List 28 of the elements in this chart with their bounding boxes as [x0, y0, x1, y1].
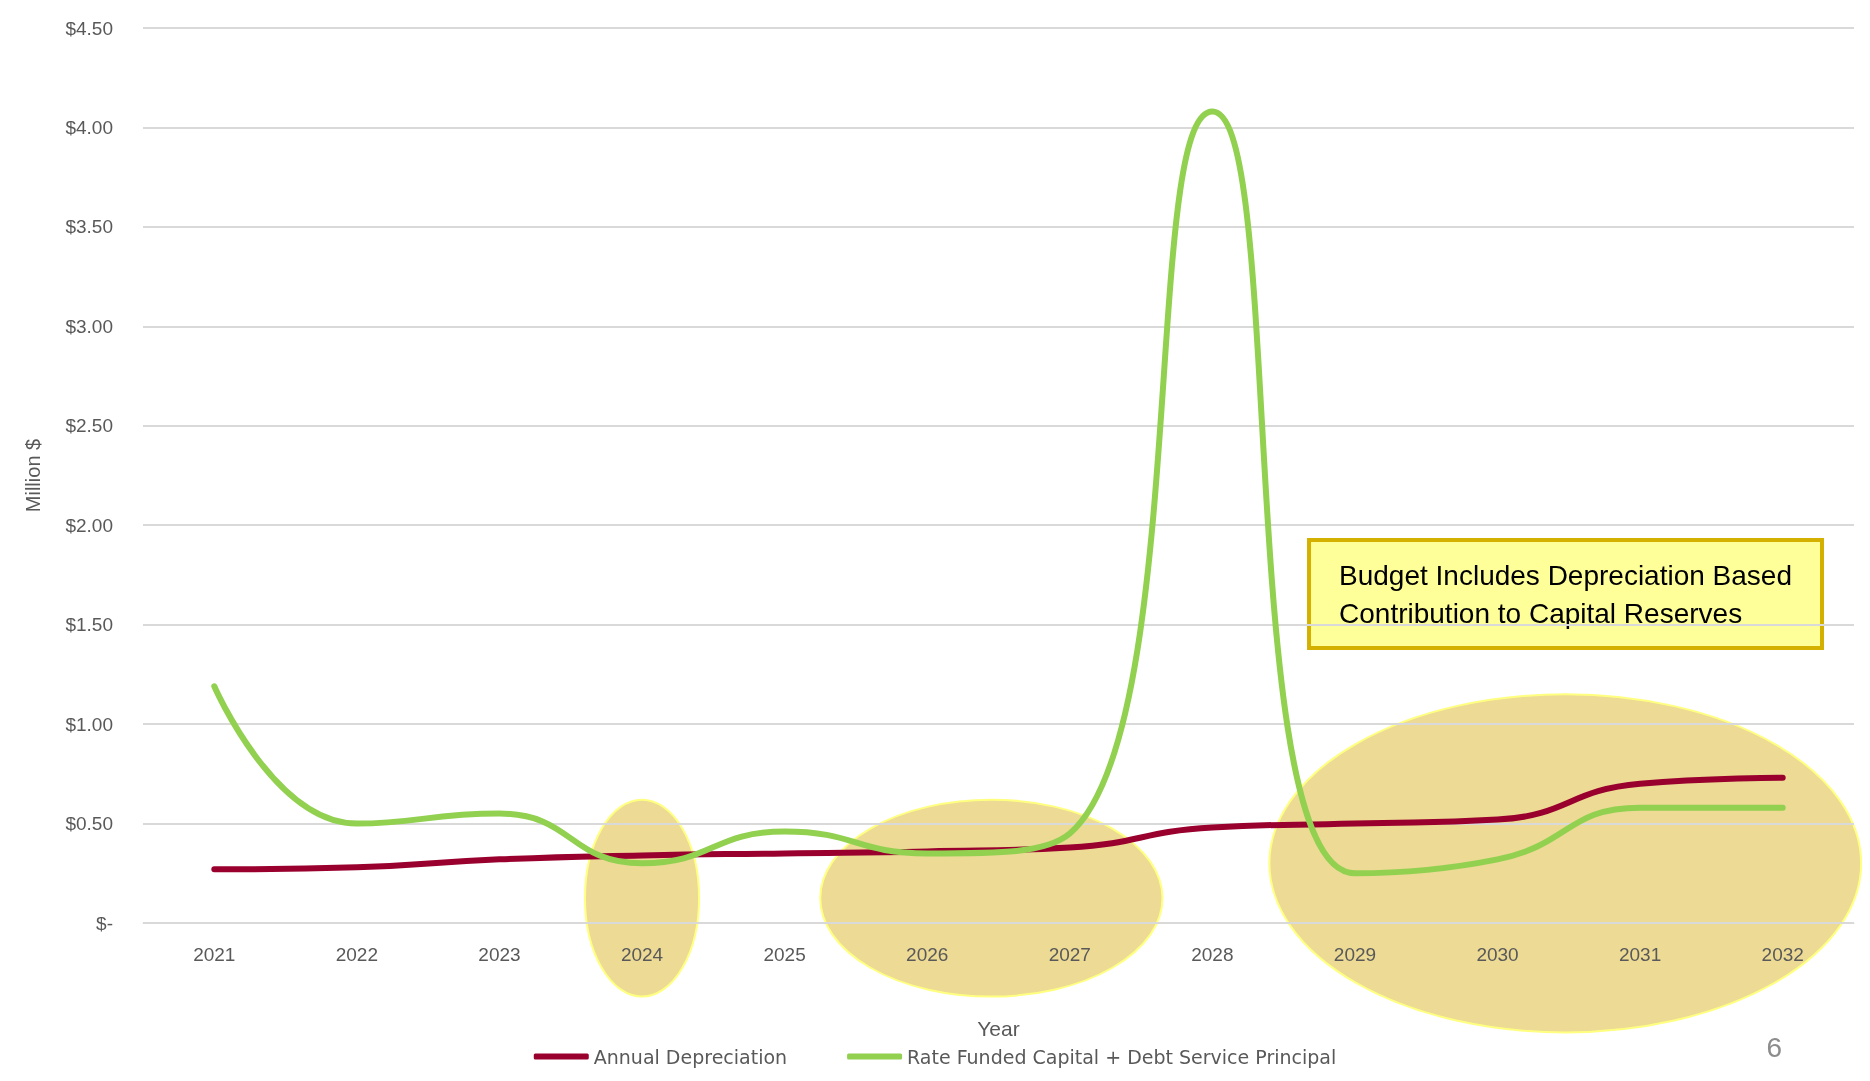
x-tick-label: 2029: [1333, 944, 1377, 965]
x-tick-label: 2028: [1191, 944, 1234, 965]
annotation: Budget Includes Depreciation Based Contribution to Capital Reserves: [1339, 559, 1793, 629]
legend-label: Rate Funded Capital + Debt Service Principal: [907, 1045, 1337, 1068]
x-tick-label: 2031: [1618, 944, 1662, 965]
y-tick-label: $1.50: [65, 614, 113, 636]
x-tick-label: 2027: [1048, 944, 1091, 965]
x-tick-label: 2021: [193, 944, 236, 965]
y-tick-label: $4.00: [65, 116, 113, 138]
x-tick-label: 2023: [478, 944, 521, 965]
x-tick-label: 2032: [1761, 944, 1804, 965]
x-tick-label: 2026: [906, 944, 949, 965]
y-tick-label: $3.50: [65, 216, 113, 238]
x-tick-label: 2022: [335, 944, 379, 965]
y-tick-label: $2.50: [65, 415, 113, 437]
y-tick-label: $-: [96, 912, 113, 934]
y-axis-title: Million $: [22, 438, 44, 513]
x-tick-label: 2030: [1476, 944, 1519, 965]
y-tick-label: $2.00: [65, 514, 113, 536]
y-tick-label: $0.50: [65, 813, 113, 835]
x-axis-title: Year: [977, 1017, 1020, 1040]
x-tick-label: 2025: [763, 944, 806, 965]
y-tick-label: $1.00: [65, 713, 113, 735]
y-tick-label: $4.50: [65, 17, 113, 39]
y-tick-label: $3.00: [65, 315, 113, 337]
legend-label: Annual Depreciation: [593, 1045, 788, 1068]
x-tick-label: 2024: [620, 944, 664, 965]
text: 6: [1766, 1031, 1783, 1063]
